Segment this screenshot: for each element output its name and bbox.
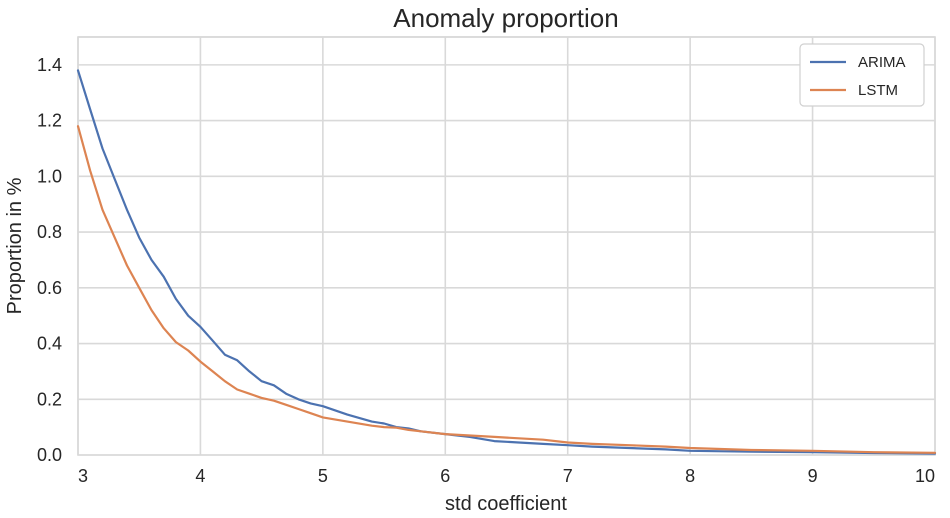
x-tick-label: 4 [195,466,205,486]
y-tick-label: 1.0 [37,166,62,186]
y-axis-label: Proportion in % [4,177,26,314]
series-line-lstm [76,125,937,454]
y-tick-label: 0.4 [37,334,62,354]
x-tick-label: 3 [78,466,88,486]
series-layer [76,69,937,455]
y-tick-label: 1.4 [37,55,62,75]
x-tick-label: 5 [318,466,328,486]
legend-label-arima: ARIMA [858,54,906,71]
grid-layer [77,37,936,456]
x-axis-label: std coefficient [445,493,567,515]
y-tick-label: 0.0 [37,445,62,465]
y-tick-label: 1.2 [37,111,62,131]
legend-label-lstm: LSTM [858,82,898,99]
y-tick-label: 0.6 [37,278,62,298]
x-tick-label: 9 [808,466,818,486]
x-tick-label: 10 [915,466,935,486]
chart-title: Anomaly proportion [393,3,618,33]
legend: ARIMA LSTM [799,43,925,107]
y-tick-label: 0.2 [37,389,62,409]
x-tick-label: 7 [563,466,573,486]
y-tick-label: 0.8 [37,222,62,242]
plot-area [77,36,936,456]
x-tick-label: 6 [440,466,450,486]
tick-layer: 3 4 5 6 7 8 9 10 0.0 0.2 0.4 0.6 0.8 1.0 1.2 1.4 [37,55,935,486]
x-tick-label: 8 [685,466,695,486]
series-line-arima [76,69,937,455]
